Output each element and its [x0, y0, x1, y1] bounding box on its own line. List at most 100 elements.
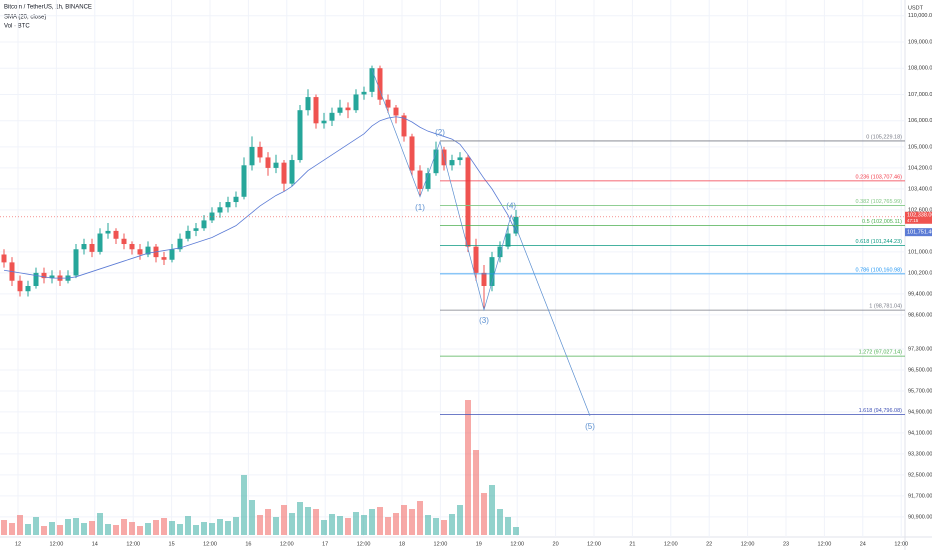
- candle-body: [33, 272, 39, 286]
- chart-title: Bitcoin / TetherUS, 1h, BINANCE: [4, 5, 92, 11]
- volume-bar: [313, 509, 319, 535]
- volume-bar: [233, 517, 239, 535]
- fib-label: 0 (105,229.18): [866, 134, 902, 140]
- candle-body: [329, 112, 335, 121]
- fib-label: 0.618 (101,244.23): [856, 239, 903, 245]
- candle-body: [337, 107, 343, 113]
- candle-body: [49, 275, 55, 279]
- candle-body: [17, 280, 23, 292]
- candle-body: [369, 68, 375, 92]
- y-tick-label: 95,700.00: [908, 388, 932, 394]
- wave-label: (3): [479, 316, 489, 325]
- countdown-label: 47:15: [907, 218, 919, 223]
- candle-body: [129, 244, 135, 250]
- candle-body: [353, 94, 359, 111]
- volume-bar: [17, 515, 23, 535]
- candle-body: [297, 110, 303, 161]
- candle-body: [433, 149, 439, 174]
- x-tick-label: 12:00: [434, 541, 448, 547]
- x-tick-label: 18: [399, 541, 405, 547]
- volume-bar: [257, 515, 263, 535]
- candle-body: [401, 115, 407, 137]
- candle-body: [289, 160, 295, 184]
- candle-body: [177, 238, 183, 250]
- volume-bar: [105, 524, 111, 535]
- y-tick-label: 93,300.00: [908, 451, 932, 457]
- volume-bar: [81, 523, 87, 535]
- candle-body: [273, 162, 279, 168]
- volume-bar: [425, 515, 431, 535]
- candle-body: [249, 146, 255, 166]
- volume-bar: [41, 526, 47, 535]
- fib-label: 1 (98,781.04): [869, 304, 902, 310]
- volume-bar: [345, 518, 351, 535]
- candle-body: [1, 254, 7, 263]
- y-tick-label: 106,000.00: [908, 118, 932, 124]
- candle-body: [321, 120, 327, 124]
- candle-body: [377, 68, 383, 100]
- volume-bar: [65, 519, 71, 535]
- volume-bar: [505, 517, 511, 535]
- candle-body: [313, 97, 319, 124]
- y-tick-label: 105,000.00: [908, 144, 932, 150]
- wave-label: (4): [506, 201, 516, 210]
- volume-bar: [225, 521, 231, 535]
- volume-bar: [353, 512, 359, 535]
- fib-label: 1.272 (97,027.14): [859, 350, 903, 356]
- volume-bar: [145, 523, 151, 535]
- fib-label: 0.786 (100,160.98): [856, 267, 903, 273]
- candle-body: [81, 244, 87, 250]
- volume-bar: [185, 516, 191, 535]
- y-tick-label: 96,500.00: [908, 367, 932, 373]
- candle-body: [73, 249, 79, 276]
- volume-bar: [449, 514, 455, 535]
- fib-label: 0.5 (102,005.11): [862, 219, 902, 225]
- candle-body: [417, 170, 423, 189]
- volume-bar: [201, 522, 207, 535]
- y-tick-label: 90,900.00: [908, 514, 932, 520]
- volume-bar: [9, 523, 15, 535]
- candle-body: [145, 246, 151, 255]
- y-tick-label: 103,400.00: [908, 186, 932, 192]
- y-tick-label: 100,200.00: [908, 270, 932, 276]
- candle-body: [465, 157, 471, 247]
- candle-body: [113, 230, 119, 239]
- candle-body: [233, 196, 239, 203]
- volume-bar: [73, 518, 79, 535]
- candle-body: [169, 249, 175, 260]
- candle-body: [489, 257, 495, 286]
- volume-bar: [209, 523, 215, 535]
- x-tick-label: 12:00: [280, 541, 294, 547]
- y-tick-label: 107,000.00: [908, 92, 932, 98]
- candle-body: [385, 99, 391, 108]
- candle-body: [409, 136, 415, 171]
- volume-bar: [385, 517, 391, 535]
- candle-body: [449, 160, 455, 166]
- volume-bar: [217, 519, 223, 535]
- y-tick-label: 97,300.00: [908, 346, 932, 352]
- fib-label: 0.382 (102,765.99): [856, 199, 903, 205]
- volume-bar: [89, 521, 95, 535]
- volume-bar: [417, 501, 423, 535]
- volume-bar: [193, 525, 199, 535]
- candle-body: [425, 173, 431, 189]
- volume-bar: [361, 515, 367, 535]
- volume-bar: [281, 505, 287, 535]
- volume-bar: [137, 526, 143, 535]
- volume-bar: [25, 524, 31, 535]
- volume-bar: [433, 518, 439, 535]
- candle-body: [201, 220, 207, 229]
- volume-bar: [241, 475, 247, 535]
- x-tick-label: 12: [15, 541, 21, 547]
- candle-body: [473, 246, 479, 273]
- volume-bar: [169, 521, 175, 535]
- sma-line: [3, 116, 517, 279]
- x-tick-label: 16: [245, 541, 251, 547]
- candle-body: [457, 157, 463, 161]
- volume-bar: [321, 520, 327, 535]
- fib-label: 0.236 (103,707.46): [856, 174, 903, 180]
- candle-body: [257, 146, 263, 158]
- volume-bar: [441, 520, 447, 535]
- candle-body: [241, 165, 247, 197]
